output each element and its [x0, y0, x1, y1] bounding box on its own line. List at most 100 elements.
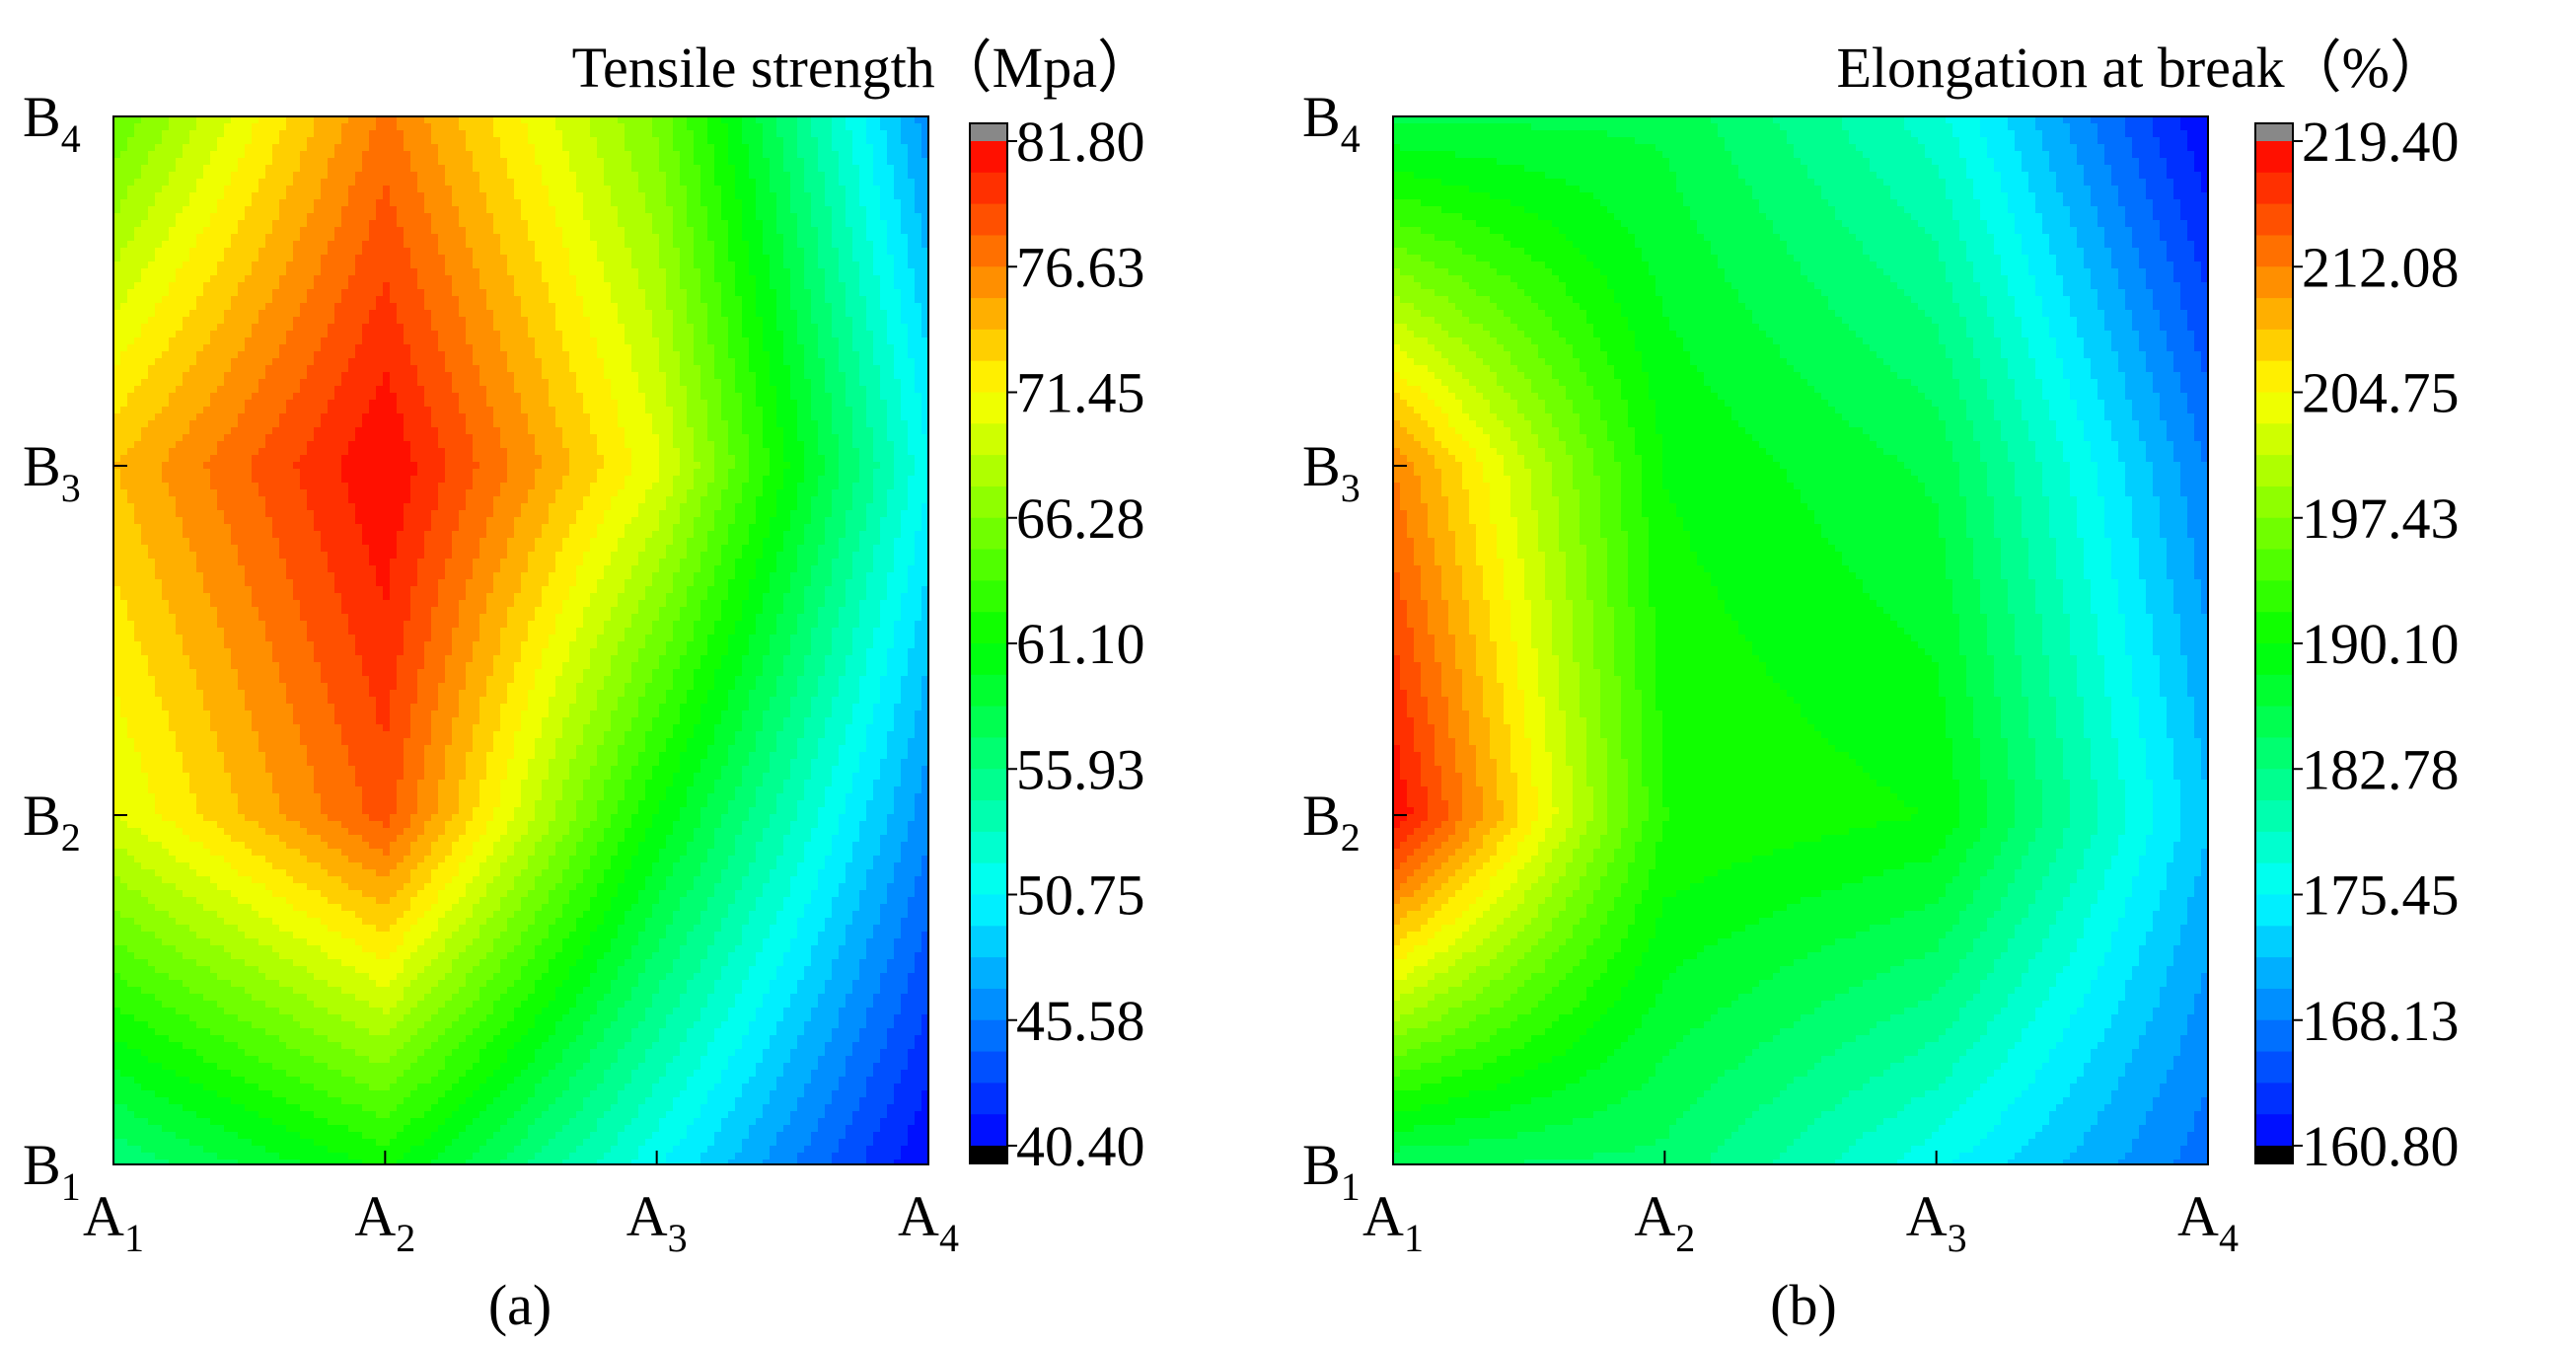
colorbar-level — [2255, 392, 2293, 424]
colorbar-level — [2255, 612, 2293, 644]
colorbar-level — [970, 957, 1007, 990]
y-tick-label: B2 — [1302, 784, 1361, 860]
colorbar-level — [2255, 831, 2293, 864]
panel-label: (a) — [488, 1273, 552, 1337]
colorbar-tick-label: 212.08 — [2302, 235, 2460, 299]
colorbar-level — [970, 172, 1007, 205]
x-tick-label: A2 — [1634, 1184, 1695, 1260]
y-tick-label: B3 — [23, 434, 81, 510]
colorbar-level — [970, 203, 1007, 236]
colorbar-level — [970, 737, 1007, 770]
colorbar-level — [970, 549, 1007, 581]
colorbar-level — [970, 329, 1007, 362]
colorbar-level — [2255, 706, 2293, 738]
colorbar-level — [2255, 455, 2293, 487]
colorbar-level — [2255, 329, 2293, 362]
colorbar-level — [970, 862, 1007, 895]
colorbar-level — [2255, 894, 2293, 927]
colorbar-tick-label: 71.45 — [1016, 361, 1145, 425]
colorbar-tick-label: 45.58 — [1016, 989, 1145, 1053]
colorbar-tick-label: 204.75 — [2302, 361, 2460, 425]
colorbar-under — [970, 1146, 1007, 1163]
colorbar-tick-label: 40.40 — [1016, 1114, 1145, 1178]
colorbar-tick-label: 175.45 — [2302, 863, 2460, 928]
colorbar-level — [2255, 674, 2293, 708]
colorbar-level — [2255, 988, 2293, 1021]
colorbar-tick-label: 219.40 — [2302, 110, 2460, 174]
colorbar-level — [970, 266, 1007, 299]
colorbar-level — [970, 235, 1007, 267]
contour-field — [1393, 116, 2208, 1164]
colorbar-level — [2255, 360, 2293, 393]
colorbar-level — [970, 517, 1007, 551]
chart-panel-b: A1 A2 A3 A4 B1 B2 B3 B4 Elongation at break（%） (b… — [1302, 36, 2460, 1337]
colorbar-level — [970, 831, 1007, 864]
colorbar-level — [970, 926, 1007, 958]
colorbar-over — [970, 123, 1007, 141]
colorbar-level — [2255, 862, 2293, 895]
colorbar-tick-label: 197.43 — [2302, 486, 2460, 551]
colorbar-level — [2255, 1083, 2293, 1115]
colorbar-level — [2255, 1051, 2293, 1084]
plot-frame — [112, 115, 929, 1165]
colorbar-tick-label: 50.75 — [1016, 863, 1145, 928]
x-tick-label: A1 — [1362, 1184, 1424, 1260]
colorbar-level — [2255, 235, 2293, 267]
y-tick-label: B1 — [1302, 1133, 1361, 1209]
colorbar-level — [2255, 737, 2293, 770]
colorbar-level — [970, 988, 1007, 1021]
colorbar-level — [970, 298, 1007, 331]
colorbar-level — [2255, 172, 2293, 205]
panel-label: (b) — [1770, 1273, 1837, 1337]
colorbar-tick-label: 61.10 — [1016, 612, 1145, 676]
colorbar-level — [2255, 643, 2293, 676]
colorbar-level — [970, 455, 1007, 487]
colorbar-tick-label: 55.93 — [1016, 737, 1145, 801]
colorbar-level — [970, 360, 1007, 393]
colorbar-tick-label: 66.28 — [1016, 486, 1145, 551]
colorbar-level — [970, 392, 1007, 424]
colorbar-tick-label: 81.80 — [1016, 110, 1145, 174]
colorbar-level — [970, 612, 1007, 644]
colorbar: 219.40 212.08 204.75 197.43 190.10 182.78 175.… — [2254, 110, 2460, 1178]
colorbar-level — [970, 706, 1007, 738]
colorbar-level — [2255, 769, 2293, 801]
colorbar-level — [2255, 203, 2293, 236]
colorbar-level — [2255, 141, 2293, 174]
colorbar-tick-label: 76.63 — [1016, 235, 1145, 299]
colorbar-level — [970, 423, 1007, 456]
colorbar-level — [2255, 298, 2293, 331]
colorbar-level — [970, 643, 1007, 676]
x-tick-label: A4 — [898, 1184, 959, 1260]
y-tick-label: B1 — [23, 1133, 81, 1209]
colorbar-level — [970, 769, 1007, 801]
colorbar-level — [2255, 1019, 2293, 1053]
colorbar-level — [2255, 1114, 2293, 1147]
colorbar-level — [970, 580, 1007, 613]
colorbar-level — [970, 486, 1007, 519]
colorbar-under — [2255, 1146, 2293, 1163]
colorbar-level — [2255, 517, 2293, 551]
colorbar-tick-label: 190.10 — [2302, 612, 2460, 676]
colorbar-level — [2255, 800, 2293, 833]
colorbar-level — [970, 1019, 1007, 1053]
colorbar-over — [2255, 123, 2293, 141]
y-tick-label: B4 — [1302, 85, 1361, 161]
x-tick-label: A1 — [83, 1184, 144, 1260]
colorbar-level — [2255, 926, 2293, 958]
colorbar-level — [2255, 549, 2293, 581]
colorbar-level — [2255, 266, 2293, 299]
colorbar-level — [970, 894, 1007, 927]
y-tick-label: B3 — [1302, 434, 1361, 510]
colorbar-level — [970, 1114, 1007, 1147]
colorbar-level — [2255, 580, 2293, 613]
x-tick-label: A3 — [1906, 1184, 1967, 1260]
y-tick-label: B2 — [23, 784, 81, 860]
chart-title: Tensile strength（Mpa） — [572, 36, 1154, 100]
plot-frame — [1392, 115, 2209, 1165]
colorbar-level — [970, 1051, 1007, 1084]
contour-field — [113, 116, 928, 1164]
colorbar-level — [2255, 423, 2293, 456]
colorbar: 81.80 76.63 71.45 66.28 61.10 55.93 50.75 45.58… — [969, 110, 1145, 1178]
